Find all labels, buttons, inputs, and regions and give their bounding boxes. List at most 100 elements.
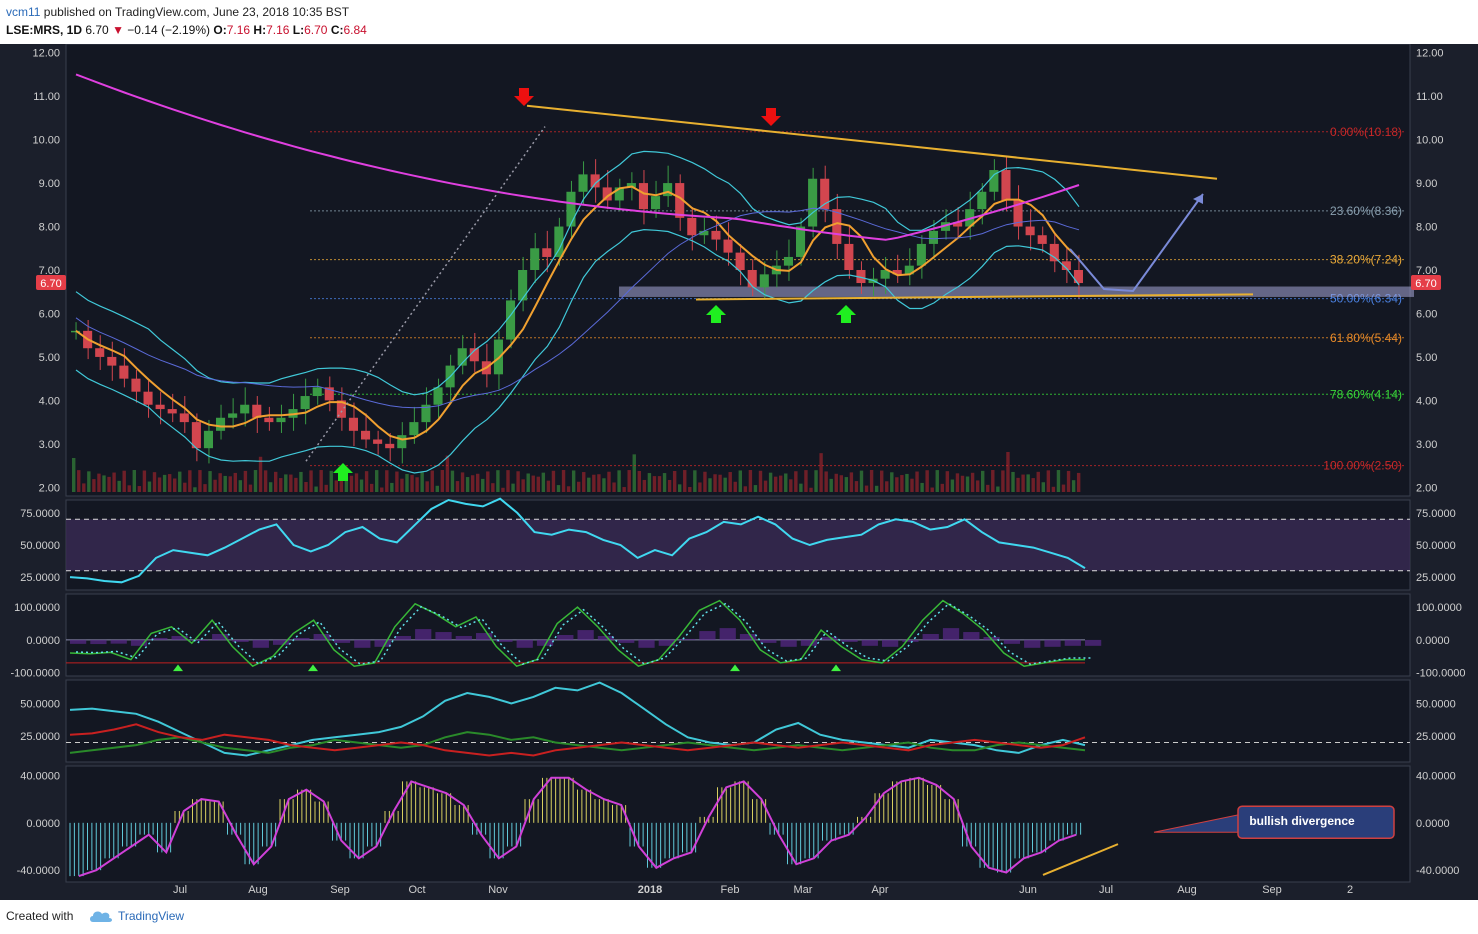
stoch-hist-bar [618, 639, 635, 643]
volume-bar [834, 473, 838, 492]
x-tick-label: Oct [408, 884, 425, 896]
histogram-signal-line [78, 776, 1077, 878]
stoch-hist-bar [232, 639, 249, 642]
volume-bar [592, 474, 596, 492]
candle-body [928, 230, 938, 244]
volume-bar [602, 478, 606, 492]
volume-bar [470, 475, 475, 492]
low-label: L: [292, 23, 305, 37]
volume-bar [713, 474, 717, 492]
volume-bar [536, 476, 540, 492]
volume-bar [1041, 482, 1045, 492]
candle-body [336, 400, 346, 418]
volume-bar [263, 470, 268, 492]
stoch-buy-icon [173, 664, 183, 672]
candle-body [735, 252, 745, 270]
price-tick-right: 12.00 [1416, 48, 1444, 60]
candle-body [95, 348, 105, 357]
stoch-hist-bar [1085, 639, 1102, 646]
down-arrow-icon [761, 108, 781, 126]
footer: Created with TradingView [0, 900, 1478, 934]
volume-bar [996, 486, 1000, 492]
volume-bar [349, 475, 354, 492]
stoch-tick-right: -100.0000 [1416, 668, 1466, 680]
down-arrow-icon: ▼ [112, 23, 124, 37]
candle-body [651, 196, 661, 210]
stoch-hist-bar [658, 639, 675, 646]
volume-bar [405, 473, 409, 492]
volume-bar [354, 473, 359, 492]
candle-body [409, 422, 419, 436]
stoch-hist-bar [171, 635, 188, 640]
volume-bar [506, 470, 510, 492]
ohlc-info: LSE:MRS, 1D 6.70 ▼ −0.14 (−2.19%) O:7.16… [6, 23, 367, 37]
candle-body [506, 300, 516, 340]
chart-canvas[interactable]: 0.00%(10.18) 23.60%(8.36) 38.20%(7.24) 50.0… [0, 44, 1478, 900]
volume-bar [369, 483, 374, 492]
volume-bar [728, 472, 732, 492]
volume-bar [698, 482, 702, 492]
candle-body [518, 270, 528, 301]
volume-bar [415, 477, 419, 492]
stoch-hist-bar [212, 634, 229, 640]
candle-body [566, 191, 576, 227]
rsi-tick-left: 25.0000 [20, 572, 60, 584]
stoch-hist-bar [963, 632, 980, 640]
volume-bar [1046, 470, 1051, 492]
candle-body [783, 256, 793, 266]
volume-bar [864, 485, 869, 492]
volume-bar [460, 472, 465, 492]
volume-bar [935, 470, 939, 492]
volume-bar [102, 475, 106, 492]
fib-label: 23.60%(8.36) [1330, 204, 1402, 218]
rsi-band [66, 519, 1410, 571]
rsi-tick-right: 50.0000 [1416, 540, 1456, 552]
stoch-hist-bar [1003, 639, 1021, 644]
stoch-tick-right: 100.0000 [1416, 602, 1462, 614]
volume-bar [268, 482, 273, 492]
candle-body [856, 270, 866, 284]
volume-bar [768, 472, 773, 492]
price-tick-left: 7.00 [39, 265, 60, 277]
stoch-hist-bar [597, 635, 615, 640]
volume-bar [839, 475, 843, 492]
volume-bar [314, 486, 318, 492]
fib-label: 38.20%(7.24) [1330, 253, 1402, 267]
volume-bar [142, 470, 147, 492]
candle-body [844, 243, 854, 270]
open-label: O: [213, 23, 227, 37]
low-value: 6.70 [304, 23, 328, 37]
tradingview-link[interactable]: TradingView [118, 909, 185, 923]
stoch-hist-bar [536, 639, 554, 646]
volume-bar [945, 471, 950, 492]
author-link[interactable]: vcm11 [6, 5, 41, 19]
candle-body [904, 265, 914, 275]
volume-bar [1001, 470, 1005, 492]
candle-body [397, 435, 407, 449]
volume-bar [809, 487, 813, 492]
rsi-tick-left: 50.0000 [20, 540, 60, 552]
candle-body [167, 409, 177, 414]
volume-bar [425, 481, 429, 492]
last-price: 6.70 [85, 23, 109, 37]
candle-body [1001, 170, 1011, 201]
candle-body [1049, 243, 1059, 262]
publish-info: vcm11 published on TradingView.com, June… [6, 5, 349, 19]
volume-bar [571, 470, 576, 492]
stoch-hist-bar [800, 639, 818, 646]
x-tick-label: 2 [1347, 884, 1353, 896]
volume-bar [233, 472, 237, 492]
stoch-hist-bar [821, 636, 838, 640]
volume-bar [970, 472, 975, 492]
candle-body [203, 430, 213, 449]
published-text: published on TradingView.com, June 23, 2… [43, 5, 350, 19]
volume-bar [986, 484, 990, 492]
close-value: 6.84 [343, 23, 367, 37]
volume-bar [925, 470, 929, 492]
stoch-hist-bar [841, 639, 858, 642]
volume-bar [981, 470, 985, 492]
volume-bar [662, 473, 667, 492]
volume-bar [890, 472, 894, 492]
candle-body [699, 230, 709, 236]
volume-bar [445, 455, 450, 492]
